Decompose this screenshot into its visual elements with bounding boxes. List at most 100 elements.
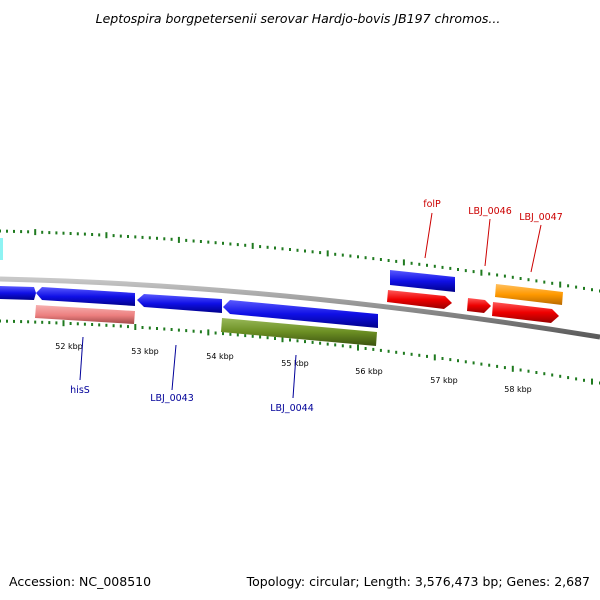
- leader-LBJ_0043: [171, 344, 177, 391]
- inner-major-tick: [591, 378, 593, 385]
- inner-minor-tick: [214, 331, 217, 335]
- inner-minor-tick: [83, 322, 86, 326]
- outer-minor-tick: [449, 266, 452, 270]
- outer-tick-ring: [0, 229, 600, 293]
- inner-minor-tick: [105, 323, 108, 327]
- outer-minor-tick: [236, 243, 239, 247]
- outer-minor-tick: [27, 230, 30, 234]
- outer-minor-tick: [119, 234, 122, 238]
- inner-major-tick: [62, 320, 65, 327]
- inner-major-tick: [134, 324, 137, 330]
- inner-minor-tick: [177, 328, 180, 332]
- gene-label-LBJ_0046: LBJ_0046: [468, 206, 512, 217]
- tick-label-57: 57 kbp: [430, 376, 458, 385]
- inner-minor-tick: [266, 336, 269, 340]
- inner-minor-tick: [27, 320, 30, 324]
- inner-minor-tick: [387, 349, 390, 353]
- inner-minor-tick: [418, 353, 421, 357]
- outer-major-tick: [34, 229, 37, 236]
- inner-minor-tick: [583, 378, 585, 382]
- inner-minor-tick: [98, 323, 101, 327]
- inner-major-tick: [207, 329, 210, 336]
- inner-minor-tick: [426, 354, 428, 358]
- inner-tick-ring: [0, 319, 600, 385]
- inner-major-tick: [433, 354, 436, 361]
- inner-minor-tick: [559, 374, 562, 378]
- outer-minor-tick: [357, 255, 359, 259]
- inner-minor-tick: [472, 361, 475, 365]
- gene-LBJ_0047: [492, 302, 559, 323]
- inner-minor-tick: [76, 322, 79, 326]
- outer-minor-tick: [551, 281, 554, 285]
- leader-LBJ_0046: [484, 218, 491, 267]
- inner-minor-tick: [289, 338, 291, 342]
- inner-minor-tick: [395, 350, 398, 354]
- inner-minor-tick: [0, 319, 1, 323]
- outer-minor-tick: [229, 242, 232, 246]
- outer-minor-tick: [426, 263, 428, 267]
- gene-label-LBJ_0043: LBJ_0043: [150, 393, 194, 404]
- outer-minor-tick: [13, 229, 15, 233]
- outer-major-tick: [105, 232, 108, 239]
- outer-minor-tick: [134, 235, 137, 239]
- gene-LBJ_0046: [467, 298, 491, 313]
- tick-label-56: 56 kbp: [355, 367, 383, 376]
- outer-minor-tick: [567, 284, 570, 288]
- outer-minor-tick: [527, 278, 530, 282]
- inner-minor-tick: [119, 324, 122, 328]
- inner-minor-tick: [341, 344, 344, 348]
- cds-arrow-folP: [390, 270, 455, 292]
- outer-minor-tick: [192, 239, 195, 243]
- outer-minor-tick: [364, 256, 367, 260]
- outer-minor-tick: [199, 240, 202, 243]
- outer-minor-tick: [319, 251, 322, 255]
- outer-minor-tick: [69, 232, 72, 235]
- outer-minor-tick: [543, 280, 546, 284]
- outer-minor-tick: [185, 238, 188, 242]
- inner-minor-tick: [6, 319, 8, 323]
- outer-minor-tick: [76, 232, 79, 236]
- tick-label-58: 58 kbp: [504, 385, 532, 394]
- outer-minor-tick: [266, 245, 269, 249]
- gene-label-folP: folP: [423, 199, 441, 210]
- inner-minor-tick: [163, 327, 166, 331]
- inner-minor-tick: [457, 359, 459, 363]
- inner-minor-tick: [112, 324, 115, 328]
- inner-minor-tick: [527, 369, 530, 373]
- outer-minor-tick: [274, 246, 276, 250]
- inner-minor-tick: [480, 362, 483, 366]
- tick-label-54: 54 kbp: [206, 352, 234, 361]
- inner-minor-tick: [441, 357, 444, 360]
- outer-minor-tick: [349, 254, 352, 258]
- inner-minor-tick: [185, 329, 188, 333]
- inner-major-tick: [511, 365, 514, 372]
- cds-arrow-left-edge: [0, 286, 36, 300]
- inner-minor-tick: [222, 332, 224, 336]
- inner-minor-tick: [55, 321, 58, 325]
- leader-folP: [424, 212, 433, 259]
- outer-major-tick: [559, 281, 562, 288]
- outer-minor-tick: [259, 245, 262, 249]
- inner-minor-tick: [551, 373, 554, 377]
- inner-minor-tick: [567, 376, 570, 380]
- inner-major-tick: [281, 336, 284, 343]
- gene-label-LBJ_0047: LBJ_0047: [519, 212, 563, 223]
- outer-minor-tick: [156, 236, 158, 240]
- outer-minor-tick: [48, 231, 51, 235]
- inner-minor-tick: [229, 332, 232, 336]
- inner-minor-tick: [379, 348, 382, 352]
- outer-minor-tick: [98, 233, 101, 237]
- inner-minor-tick: [69, 322, 72, 325]
- cds-arrow-LBJ_0044: [223, 300, 378, 328]
- inner-minor-tick: [236, 333, 239, 337]
- inner-minor-tick: [496, 364, 499, 368]
- inner-minor-tick: [244, 334, 247, 338]
- outer-minor-tick: [583, 286, 585, 290]
- inner-minor-tick: [41, 320, 44, 324]
- gene-label-hisS: hisS: [70, 385, 90, 396]
- gene-hisS: [35, 305, 135, 324]
- outer-minor-tick: [222, 241, 224, 245]
- inner-minor-tick: [575, 377, 578, 381]
- outer-minor-tick: [304, 249, 306, 253]
